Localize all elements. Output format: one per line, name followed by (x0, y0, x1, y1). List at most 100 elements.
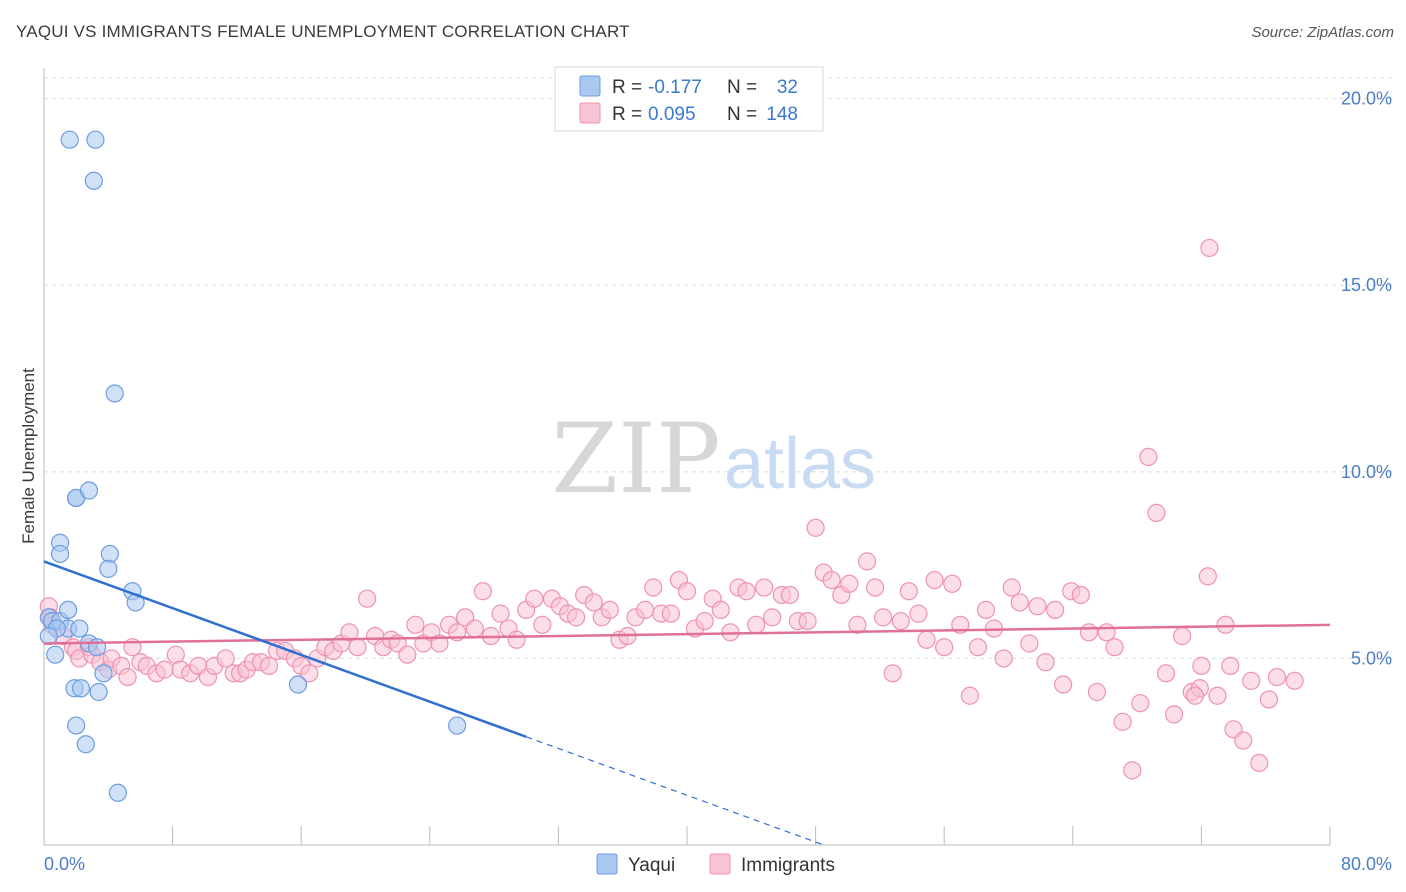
point-yaqui (87, 638, 107, 657)
axes (43, 68, 1331, 846)
point-immigrants (584, 593, 603, 612)
legend-top: R = -0.177 N = 32 R = 0.095 N = 148 (554, 66, 824, 132)
point-immigrants (1164, 705, 1184, 724)
point-immigrants (925, 570, 944, 590)
watermark-atlas: atlas (724, 424, 876, 504)
trend-lines (43, 560, 1331, 846)
x-tick-label-max: 80.0% (1341, 854, 1392, 874)
point-immigrants (566, 608, 586, 627)
legend-swatch-yaqui (579, 75, 601, 97)
point-immigrants (1071, 585, 1090, 605)
point-immigrants (822, 570, 841, 590)
point-immigrants (300, 664, 319, 683)
point-yaqui (100, 544, 120, 564)
point-yaqui (50, 544, 70, 564)
point-immigrants (857, 552, 877, 571)
point-immigrants (1173, 626, 1192, 646)
point-immigrants (1002, 578, 1021, 597)
watermark: ZIP atlas (551, 403, 876, 515)
point-yaqui (108, 783, 128, 802)
point-immigrants (525, 589, 544, 608)
legend-r-value-yaqui: -0.177 (648, 77, 702, 98)
point-immigrants (1250, 753, 1269, 773)
point-immigrants (1105, 638, 1124, 657)
point-immigrants (1046, 600, 1065, 620)
point-yaqui (94, 664, 113, 683)
point-immigrants (874, 608, 893, 627)
point-immigrants (806, 518, 825, 537)
point-immigrants (216, 649, 235, 668)
point-yaqui (448, 716, 467, 735)
point-yaqui (89, 682, 108, 702)
legend-n-value-immigrants: 148 (766, 104, 798, 125)
x-tick-label-min: 0.0% (44, 854, 85, 874)
point-immigrants (695, 611, 714, 631)
point-immigrants (1131, 694, 1150, 713)
chart-title: YAQUI VS IMMIGRANTS FEMALE UNEMPLOYMENT … (16, 22, 630, 41)
point-immigrants (737, 582, 756, 601)
point-yaqui (86, 130, 105, 149)
point-immigrants (358, 589, 377, 608)
point-immigrants (636, 600, 655, 620)
point-immigrants (1010, 593, 1029, 612)
point-immigrants (763, 608, 782, 627)
point-immigrants (1020, 634, 1039, 653)
point-immigrants (909, 604, 928, 623)
y-axis-label: Female Unemployment (19, 368, 38, 544)
point-immigrants (1216, 615, 1235, 634)
point-immigrants (943, 574, 962, 593)
point-immigrants (780, 585, 799, 605)
point-immigrants (883, 664, 902, 683)
point-immigrants (1200, 238, 1219, 258)
point-immigrants (507, 630, 526, 649)
grid-lines (44, 77, 1392, 659)
point-yaqui (60, 130, 79, 149)
point-immigrants (1208, 686, 1227, 705)
point-yaqui (39, 626, 58, 646)
point-immigrants (644, 578, 663, 597)
point-immigrants (994, 649, 1013, 668)
point-immigrants (1079, 623, 1098, 642)
point-immigrants (1028, 597, 1047, 616)
y-tick-label: 15.0% (1341, 275, 1392, 295)
point-immigrants (1198, 567, 1217, 586)
point-immigrants (1259, 690, 1279, 709)
point-immigrants (465, 619, 484, 638)
point-immigrants (798, 611, 817, 631)
y-tick-label: 10.0% (1341, 462, 1392, 482)
point-immigrants (1097, 623, 1116, 642)
point-immigrants (430, 634, 449, 653)
point-immigrants (1221, 656, 1240, 675)
point-immigrants (711, 600, 730, 620)
point-immigrants (1267, 667, 1287, 687)
point-immigrants (755, 578, 774, 597)
y-tick-label: 20.0% (1341, 89, 1392, 109)
legend-n-label-2: N = (727, 104, 757, 125)
point-immigrants (1123, 761, 1142, 780)
point-yaqui (70, 619, 89, 638)
legend-swatch-immigrants (579, 102, 601, 124)
point-immigrants (491, 604, 510, 623)
point-immigrants (1036, 653, 1055, 672)
point-immigrants (1285, 671, 1304, 690)
point-yaqui (99, 559, 118, 578)
legend-bottom: Yaqui Immigrants (596, 853, 835, 876)
point-immigrants (1087, 682, 1107, 702)
point-immigrants (473, 582, 492, 601)
point-immigrants (259, 656, 279, 675)
point-immigrants (348, 638, 367, 657)
trend-line-yaqui (43, 560, 527, 738)
point-yaqui (105, 384, 124, 403)
point-immigrants (1139, 447, 1158, 467)
point-yaqui (79, 481, 99, 500)
bottom-legend-label-yaqui: Yaqui (628, 855, 675, 876)
legend-r-value-immigrants: 0.095 (648, 104, 696, 125)
point-immigrants (533, 615, 552, 634)
trend-line-yaqui-extension (526, 736, 824, 846)
point-immigrants (1234, 731, 1253, 750)
point-immigrants (1242, 671, 1261, 690)
point-yaqui (288, 675, 308, 694)
point-immigrants (960, 686, 980, 705)
watermark-zip: ZIP (551, 403, 720, 515)
